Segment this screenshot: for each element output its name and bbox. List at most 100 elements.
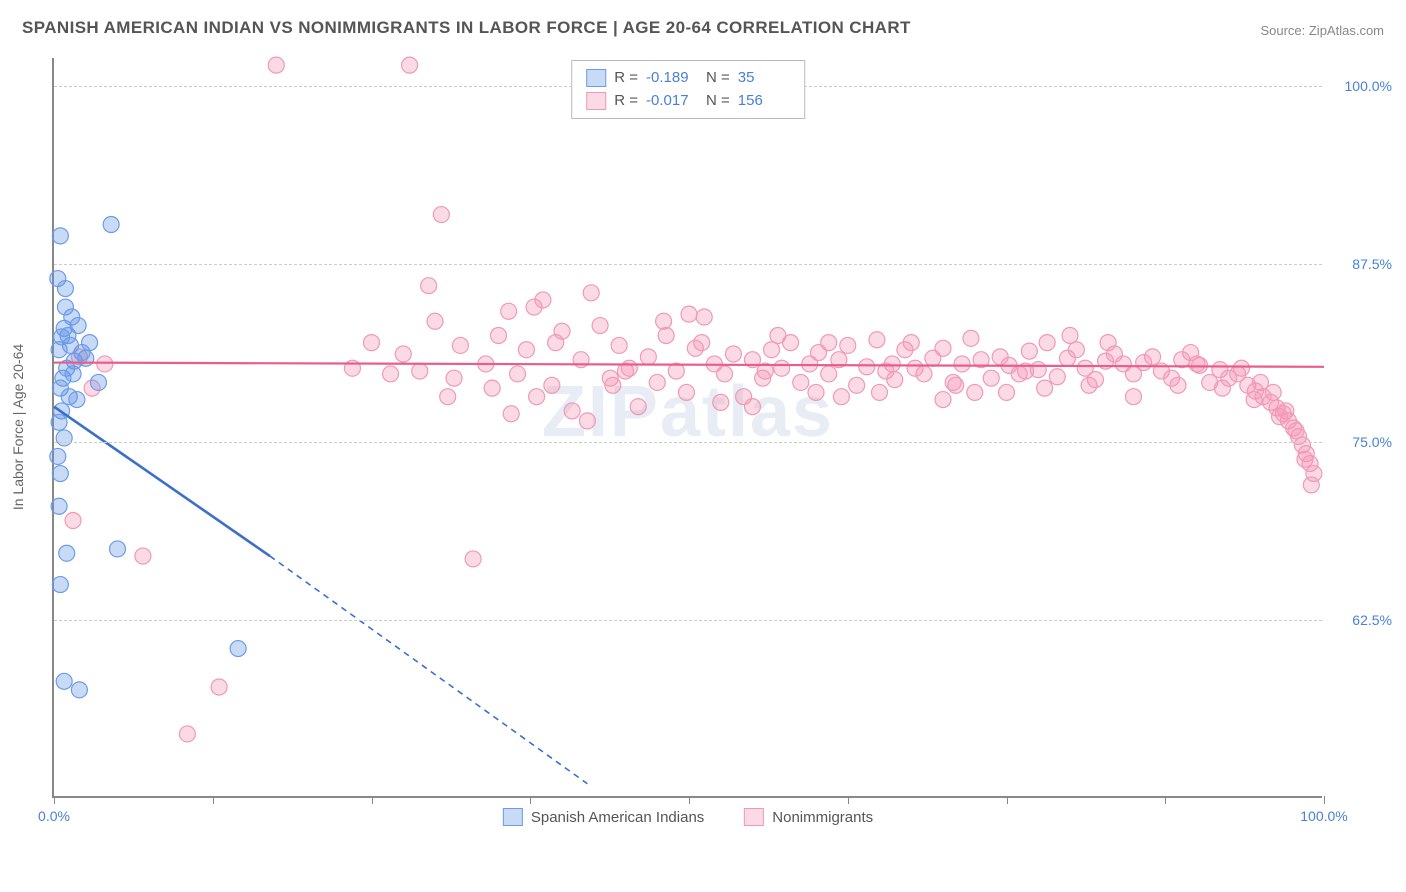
data-point [535, 292, 551, 308]
xtick [1165, 796, 1166, 804]
data-point [999, 384, 1015, 400]
gridline [54, 442, 1322, 443]
data-point [465, 551, 481, 567]
data-point [440, 389, 456, 405]
data-point [656, 313, 672, 329]
swatch-pink-icon [744, 808, 764, 826]
data-point [501, 303, 517, 319]
data-point [564, 403, 580, 419]
xtick [689, 796, 690, 804]
data-point [916, 366, 932, 382]
data-point [592, 318, 608, 334]
data-point [1037, 380, 1053, 396]
data-point [764, 342, 780, 358]
data-point [412, 363, 428, 379]
data-point [59, 545, 75, 561]
data-point [833, 389, 849, 405]
data-point [1303, 477, 1319, 493]
data-point [383, 366, 399, 382]
data-point [110, 541, 126, 557]
data-point [52, 577, 68, 593]
data-point [518, 342, 534, 358]
data-point [717, 366, 733, 382]
data-point [1272, 409, 1288, 425]
data-point [605, 377, 621, 393]
data-point [770, 328, 786, 344]
y-axis-label: In Labor Force | Age 20-64 [10, 344, 26, 510]
r-label: R = [614, 90, 638, 113]
data-point [611, 337, 627, 353]
data-point [1288, 423, 1304, 439]
data-point [954, 356, 970, 372]
data-point [630, 399, 646, 415]
data-point [179, 726, 195, 742]
data-point [948, 377, 964, 393]
gridline [54, 264, 1322, 265]
scatter-svg [54, 58, 1322, 796]
legend-item-blue: Spanish American Indians [503, 808, 704, 826]
legend-bottom: Spanish American Indians Nonimmigrants [503, 808, 873, 826]
data-point [725, 346, 741, 362]
data-point [1068, 342, 1084, 358]
data-point [421, 278, 437, 294]
data-point [71, 682, 87, 698]
swatch-pink [586, 92, 606, 110]
data-point [268, 57, 284, 73]
data-point [510, 366, 526, 382]
data-point [1170, 377, 1186, 393]
data-point [1145, 349, 1161, 365]
data-point [452, 337, 468, 353]
data-point [56, 430, 72, 446]
data-point [54, 329, 70, 345]
data-point [1062, 328, 1078, 344]
data-point [484, 380, 500, 396]
data-point [230, 641, 246, 657]
data-point [658, 328, 674, 344]
data-point [1021, 343, 1037, 359]
data-point [696, 309, 712, 325]
n-label: N = [706, 67, 730, 90]
data-point [821, 366, 837, 382]
data-point [548, 335, 564, 351]
ytick-label: 62.5% [1332, 612, 1392, 628]
data-point [446, 370, 462, 386]
data-point [1246, 392, 1262, 408]
data-point [395, 346, 411, 362]
data-point [859, 359, 875, 375]
data-point [103, 217, 119, 233]
n-value-pink: 156 [738, 90, 790, 113]
data-point [64, 309, 80, 325]
swatch-blue [586, 69, 606, 87]
xtick-label: 100.0% [1300, 808, 1347, 824]
source-label: Source: ZipAtlas.com [1260, 23, 1384, 38]
data-point [649, 374, 665, 390]
data-point [579, 413, 595, 429]
data-point [694, 335, 710, 351]
data-point [529, 389, 545, 405]
data-point [1049, 369, 1065, 385]
xtick-label: 0.0% [38, 808, 70, 824]
data-point [821, 335, 837, 351]
trend-line [54, 407, 270, 556]
trend-line [270, 556, 588, 784]
stats-row-blue: R = -0.189 N = 35 [586, 67, 790, 90]
data-point [57, 281, 73, 297]
data-point [97, 356, 113, 372]
n-label: N = [706, 90, 730, 113]
data-point [1189, 356, 1205, 372]
gridline [54, 620, 1322, 621]
data-point [745, 399, 761, 415]
xtick [372, 796, 373, 804]
swatch-blue-icon [503, 808, 523, 826]
data-point [872, 384, 888, 400]
data-point [90, 374, 106, 390]
data-point [56, 673, 72, 689]
r-value-blue: -0.189 [646, 67, 698, 90]
data-point [1297, 451, 1313, 467]
data-point [903, 335, 919, 351]
data-point [884, 356, 900, 372]
data-point [869, 332, 885, 348]
legend-label-blue: Spanish American Indians [531, 809, 704, 826]
data-point [65, 513, 81, 529]
data-point [52, 466, 68, 482]
